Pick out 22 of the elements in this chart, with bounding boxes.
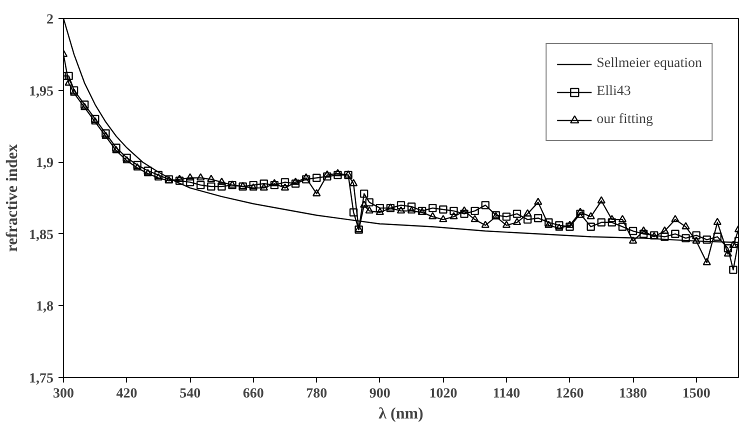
y-tick-label: 2: [46, 12, 54, 28]
x-axis-title: λ (nm): [378, 406, 424, 422]
x-tick-label: 1500: [682, 386, 710, 402]
x-tick-label: 540: [180, 386, 201, 402]
y-axis-title: refractive index: [4, 144, 21, 252]
y-tick-label: 1,85: [29, 228, 54, 243]
legend-label: Elli43: [596, 84, 631, 100]
x-tick-label: 1140: [492, 386, 520, 402]
y-tick-label: 1,8: [36, 300, 54, 315]
x-tick-label: 780: [306, 386, 328, 402]
legend-label: Sellmeier equation: [596, 56, 702, 72]
legend-label: our fitting: [596, 112, 654, 128]
x-tick-label: 900: [369, 386, 390, 402]
x-tick-label: 1260: [556, 386, 584, 402]
y-tick-label: 1,9: [36, 156, 54, 172]
y-tick-label: 1,75: [29, 372, 54, 386]
x-tick-label: 300: [53, 386, 74, 402]
x-tick-label: 660: [242, 386, 264, 402]
x-tick-label: 1020: [429, 386, 458, 402]
x-tick-label: 420: [116, 386, 138, 402]
x-tick-label: 1380: [619, 386, 648, 402]
y-tick-label: 1,95: [29, 84, 54, 100]
